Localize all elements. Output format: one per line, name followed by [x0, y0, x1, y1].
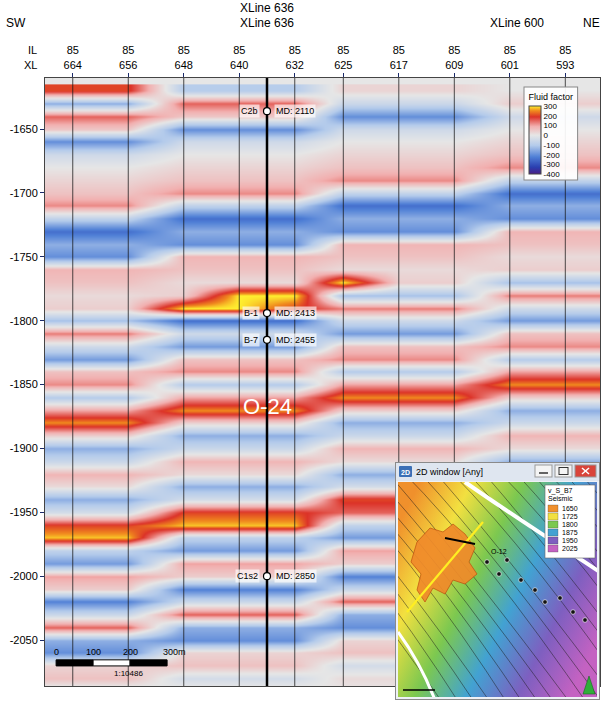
svg-text:300m: 300m: [163, 647, 186, 657]
svg-text:2D: 2D: [401, 469, 410, 476]
svg-text:-100: -100: [544, 141, 561, 150]
svg-text:O-12: O-12: [491, 548, 507, 555]
svg-text:-300: -300: [544, 160, 561, 169]
svg-text:100: 100: [544, 121, 558, 130]
svg-text:XLine 600: XLine 600: [490, 16, 544, 30]
svg-text:1725: 1725: [562, 513, 578, 520]
svg-text:-400: -400: [544, 170, 561, 179]
svg-text:XLine 636: XLine 636: [240, 16, 294, 30]
svg-text:2025: 2025: [562, 545, 578, 552]
svg-text:85632: 85632: [286, 44, 304, 70]
svg-text:NE: NE: [583, 16, 600, 30]
svg-text:1650: 1650: [562, 505, 578, 512]
svg-text:85617: 85617: [390, 44, 408, 70]
svg-text:-1650: -1650: [10, 123, 38, 135]
svg-text:-1900: -1900: [10, 442, 38, 454]
svg-text:B-7: B-7: [244, 335, 258, 345]
svg-text:85640: 85640: [230, 44, 248, 70]
svg-text:Fluid factor: Fluid factor: [529, 92, 574, 102]
svg-text:IL: IL: [28, 44, 37, 56]
svg-text:1800: 1800: [562, 521, 578, 528]
svg-text:2D window [Any]: 2D window [Any]: [416, 467, 483, 477]
svg-text:85609: 85609: [445, 44, 463, 70]
svg-text:1875: 1875: [562, 529, 578, 536]
svg-text:-2000: -2000: [10, 570, 38, 582]
svg-text:-1850: -1850: [10, 378, 38, 390]
svg-text:200: 200: [544, 112, 558, 121]
svg-text:85656: 85656: [119, 44, 137, 70]
svg-text:85593: 85593: [556, 44, 574, 70]
svg-text:85664: 85664: [64, 44, 82, 70]
svg-text:MD: 2413: MD: 2413: [276, 308, 315, 318]
svg-text:-1800: -1800: [10, 315, 38, 327]
svg-text:MD: 2455: MD: 2455: [276, 335, 315, 345]
svg-text:B-1: B-1: [244, 308, 258, 318]
svg-text:-200: -200: [544, 150, 561, 159]
svg-text:85601: 85601: [501, 44, 519, 70]
svg-text:Seismic: Seismic: [548, 495, 573, 502]
svg-text:1:10486: 1:10486: [114, 669, 143, 678]
svg-text:v_S_B7: v_S_B7: [548, 487, 573, 495]
svg-text:C2b: C2b: [241, 106, 258, 116]
svg-text:-1750: -1750: [10, 251, 38, 263]
svg-text:0: 0: [544, 131, 549, 140]
svg-text:C1s2: C1s2: [237, 571, 258, 581]
svg-text:85625: 85625: [334, 44, 352, 70]
svg-text:MD: 2850: MD: 2850: [276, 571, 315, 581]
svg-text:MD: 2110: MD: 2110: [276, 106, 314, 116]
svg-text:300: 300: [544, 102, 558, 111]
svg-text:XLine 636: XLine 636: [240, 1, 294, 15]
svg-text:SW: SW: [6, 16, 26, 30]
svg-text:-1950: -1950: [10, 506, 38, 518]
svg-text:O-24: O-24: [243, 394, 292, 419]
svg-text:0: 0: [54, 647, 59, 657]
svg-text:85648: 85648: [175, 44, 193, 70]
svg-text:XL: XL: [24, 59, 37, 71]
svg-text:200: 200: [123, 647, 138, 657]
svg-text:1950: 1950: [562, 537, 578, 544]
svg-text:100: 100: [86, 647, 101, 657]
svg-text:-1700: -1700: [10, 187, 38, 199]
svg-text:-2050: -2050: [10, 634, 38, 646]
